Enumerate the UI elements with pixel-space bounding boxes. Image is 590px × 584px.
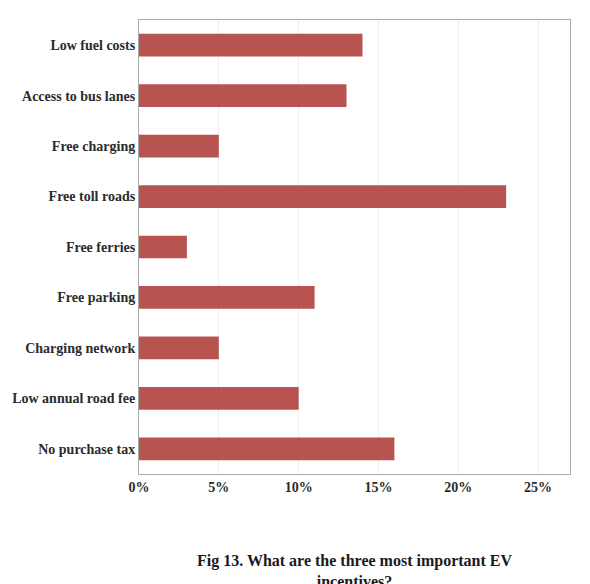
svg-text:Charging network: Charging network [25, 341, 135, 356]
svg-text:Low annual road fee: Low annual road fee [12, 391, 135, 406]
svg-text:5%: 5% [208, 480, 229, 495]
svg-text:Free toll roads: Free toll roads [49, 189, 136, 204]
svg-text:Free ferries: Free ferries [66, 240, 136, 255]
svg-text:15%: 15% [364, 480, 392, 495]
svg-text:10%: 10% [285, 480, 313, 495]
svg-text:No purchase tax: No purchase tax [38, 442, 135, 457]
svg-text:Low fuel costs: Low fuel costs [50, 38, 135, 53]
svg-text:0%: 0% [129, 480, 150, 495]
svg-text:Free parking: Free parking [57, 290, 135, 305]
svg-text:Free charging: Free charging [52, 139, 135, 154]
svg-text:Access to bus lanes: Access to bus lanes [22, 89, 136, 104]
svg-text:25%: 25% [524, 480, 552, 495]
svg-text:Fig 13. What are the three mos: Fig 13. What are the three most importan… [197, 552, 513, 584]
svg-text:20%: 20% [444, 480, 472, 495]
